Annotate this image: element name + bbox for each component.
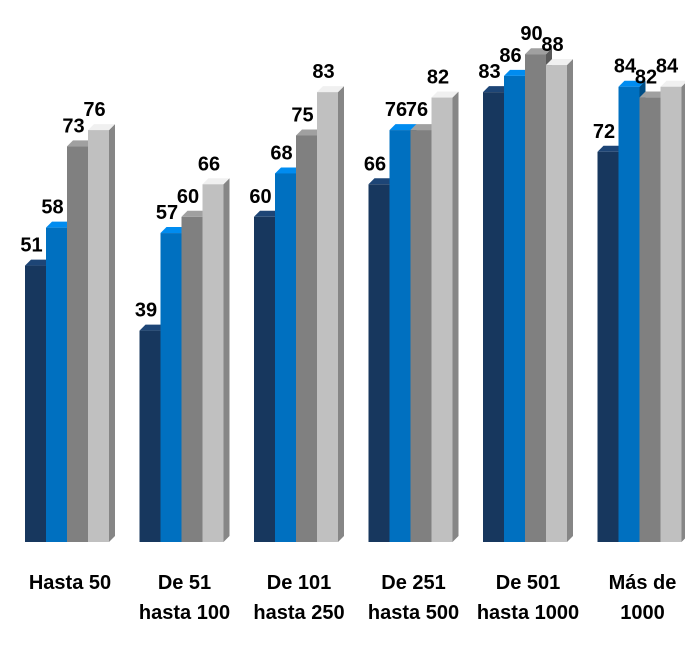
bar <box>202 178 230 542</box>
data-label: 73 <box>62 115 84 137</box>
bar-top <box>181 210 209 217</box>
x-tick-label: De 501 hasta 1000 <box>476 572 580 624</box>
bar-side <box>681 83 685 542</box>
bar-top <box>389 124 417 131</box>
bar-side <box>338 86 344 542</box>
bar-front <box>368 184 390 542</box>
data-label: 76 <box>385 99 407 121</box>
bar-front <box>389 130 411 542</box>
bar-front <box>46 227 67 542</box>
bar-top <box>67 140 94 147</box>
bar-front <box>139 330 161 542</box>
data-label: 68 <box>270 142 292 164</box>
bar-top <box>317 86 344 93</box>
bar-side <box>452 91 459 542</box>
bar-front <box>160 233 182 542</box>
data-label: 82 <box>427 67 449 89</box>
data-label: 83 <box>478 61 500 83</box>
bar-front <box>618 86 640 542</box>
bar-top <box>275 167 302 174</box>
data-label: 72 <box>593 121 615 143</box>
bar-top <box>525 48 552 55</box>
data-label: 51 <box>20 235 42 257</box>
bar-top <box>46 221 73 228</box>
bar-front <box>317 92 338 542</box>
data-label: 90 <box>520 23 542 45</box>
data-label: 66 <box>198 153 220 175</box>
data-label: 58 <box>41 197 63 219</box>
x-tick-label: De 51 hasta 100 <box>138 572 231 624</box>
bar-top <box>410 124 438 131</box>
data-label: 84 <box>656 56 679 78</box>
bar-top <box>202 178 230 185</box>
bar <box>431 91 459 542</box>
data-label: 84 <box>614 56 637 78</box>
bar-front <box>546 65 567 542</box>
bar <box>88 124 115 542</box>
x-tick-label: Hasta 50 <box>28 572 112 594</box>
bar-top <box>25 259 52 266</box>
bar-front <box>254 216 275 543</box>
x-tick-label: De 251 hasta 500 <box>367 572 460 624</box>
bar-top <box>546 59 573 66</box>
bar-front <box>296 135 317 542</box>
bar-front <box>525 54 546 542</box>
bar-top <box>88 124 115 131</box>
bar-front <box>410 130 432 542</box>
bar-front <box>88 130 109 542</box>
bar-front <box>504 75 525 542</box>
data-label: 60 <box>249 186 271 208</box>
bar-side <box>223 178 230 542</box>
bar-top <box>254 210 281 217</box>
data-label: 66 <box>364 153 386 175</box>
bar-top <box>160 227 188 234</box>
bar-top <box>639 91 667 98</box>
bar-front <box>275 173 296 542</box>
bar-side <box>109 124 115 542</box>
bar-front <box>202 184 224 542</box>
bar <box>546 59 573 542</box>
data-label: 88 <box>541 34 563 56</box>
data-label: 76 <box>83 99 105 121</box>
bar-top <box>660 80 685 87</box>
data-label: 82 <box>635 67 657 89</box>
bar-front <box>181 216 203 543</box>
bar-top <box>296 129 323 136</box>
bar-top <box>504 69 531 76</box>
data-label: 75 <box>291 105 313 127</box>
bar-front <box>597 151 619 542</box>
bar-top <box>483 86 510 93</box>
bar-side <box>567 59 573 542</box>
bar-top <box>139 324 167 331</box>
bar-front <box>483 92 504 542</box>
bar-top <box>597 145 625 152</box>
bar-front <box>25 265 46 542</box>
bar-top <box>368 178 396 185</box>
data-label: 57 <box>156 202 178 224</box>
x-tick-label: Más de 1000 <box>608 572 677 624</box>
bar-front <box>639 97 661 542</box>
data-label: 76 <box>406 99 428 121</box>
data-label: 83 <box>312 61 334 83</box>
data-label: 39 <box>135 300 157 322</box>
bar-front <box>67 146 88 542</box>
bar <box>317 86 344 542</box>
bar-front <box>431 97 453 542</box>
bar-top <box>431 91 459 98</box>
data-label: 60 <box>177 186 199 208</box>
bar-top <box>618 80 646 87</box>
bar-front <box>660 86 682 542</box>
x-tick-label: De 101 hasta 250 <box>253 572 345 624</box>
bar <box>660 80 685 542</box>
data-label: 86 <box>499 45 521 67</box>
